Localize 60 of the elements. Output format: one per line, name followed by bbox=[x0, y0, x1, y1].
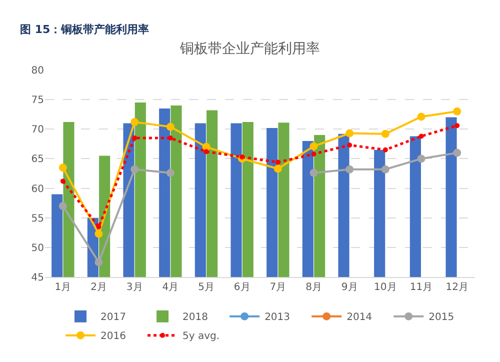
point bbox=[310, 168, 318, 177]
point bbox=[58, 164, 67, 172]
point bbox=[130, 118, 139, 126]
legend-label: 2014 bbox=[346, 312, 372, 324]
x-tick-label: 11月 bbox=[410, 282, 433, 293]
y-tick-label: 70 bbox=[31, 124, 44, 136]
y-tick-label: 75 bbox=[31, 95, 44, 106]
x-tick-label: 8月 bbox=[306, 282, 322, 293]
point bbox=[274, 164, 282, 173]
point bbox=[60, 178, 66, 184]
point bbox=[132, 136, 138, 141]
chart-title: 铜板带企业产能利用率 bbox=[179, 41, 320, 58]
point bbox=[204, 149, 209, 154]
point bbox=[381, 165, 390, 174]
y-tick-label: 60 bbox=[31, 184, 44, 195]
legend-label: 2016 bbox=[100, 331, 126, 342]
point bbox=[346, 165, 354, 174]
point bbox=[346, 129, 354, 138]
point bbox=[94, 230, 103, 238]
x-tick-label: 7月 bbox=[270, 282, 286, 293]
x-tick-label: 9月 bbox=[341, 282, 358, 293]
point bbox=[417, 112, 426, 121]
point bbox=[417, 154, 426, 163]
point bbox=[347, 142, 352, 148]
point bbox=[310, 142, 318, 150]
legend-label: 2013 bbox=[264, 312, 290, 324]
point bbox=[96, 224, 102, 230]
y-tick-label: 50 bbox=[31, 242, 44, 254]
y-tick-label: 80 bbox=[31, 66, 44, 76]
point bbox=[453, 107, 462, 116]
x-tick-label: 6月 bbox=[234, 282, 250, 293]
point bbox=[168, 136, 173, 141]
point bbox=[381, 130, 390, 138]
x-tick-label: 12月 bbox=[446, 282, 468, 293]
y-tick-label: 55 bbox=[31, 213, 44, 224]
x-tick-label: 4月 bbox=[162, 282, 179, 293]
caption: 图 15：铜板带产能利用率 bbox=[20, 22, 150, 37]
y-tick-label: 45 bbox=[31, 272, 44, 284]
point bbox=[94, 258, 103, 266]
x-tick-label: 1月 bbox=[54, 282, 72, 293]
point bbox=[453, 148, 462, 157]
point bbox=[382, 147, 388, 152]
legend-label: 2018 bbox=[182, 312, 208, 324]
x-tick-label: 2月 bbox=[90, 282, 107, 293]
legend-label: 2017 bbox=[100, 312, 126, 324]
point bbox=[58, 202, 67, 210]
legend-label: 5y avg. bbox=[182, 331, 220, 342]
x-tick-label: 3月 bbox=[126, 282, 143, 293]
x-tick-label: 10月 bbox=[374, 282, 397, 293]
x-tick-label: 5月 bbox=[198, 282, 214, 293]
point bbox=[166, 122, 174, 131]
point bbox=[418, 134, 424, 139]
legend-label: 2015 bbox=[428, 312, 454, 324]
point bbox=[166, 168, 174, 177]
point bbox=[240, 154, 245, 160]
point bbox=[454, 123, 460, 128]
y-tick-label: 65 bbox=[31, 154, 44, 166]
point bbox=[275, 160, 280, 165]
point bbox=[311, 151, 316, 156]
point bbox=[130, 165, 139, 174]
